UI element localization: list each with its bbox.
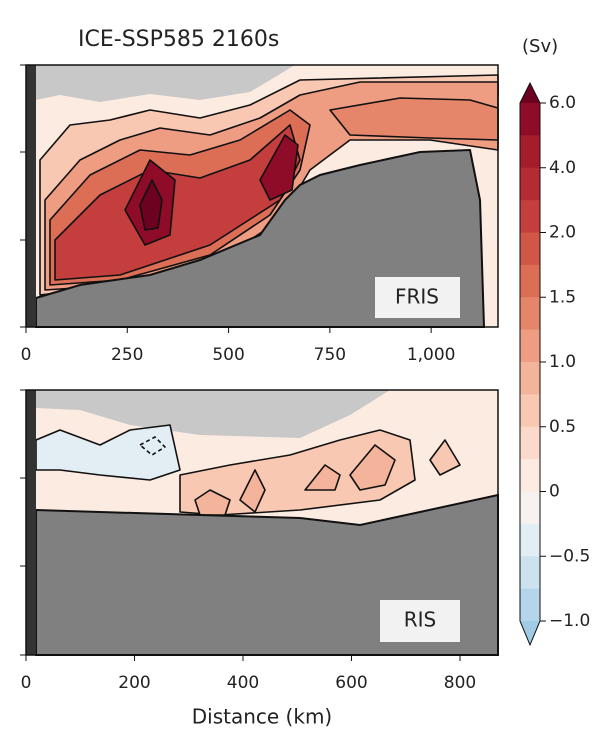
colorbar-band xyxy=(520,135,540,169)
colorbar-tick-label: 4.0 xyxy=(549,158,576,178)
contour xyxy=(139,179,163,231)
colorbar-band xyxy=(520,264,540,298)
x-tick-label: 250 xyxy=(111,345,143,365)
panel-label: RIS xyxy=(404,608,437,632)
colorbar-band xyxy=(520,426,540,460)
colorbar-band xyxy=(520,556,540,590)
colorbar-band xyxy=(520,167,540,201)
x-tick-label: 1,000 xyxy=(407,345,456,365)
colorbar-band xyxy=(520,329,540,363)
contour xyxy=(139,436,166,456)
left-wall xyxy=(26,65,36,327)
x-axis-label: Distance (km) xyxy=(192,705,332,729)
colorbar-extend xyxy=(520,621,540,645)
colorbar-band xyxy=(520,297,540,331)
colorbar-tick-label: 1.5 xyxy=(549,287,576,307)
colorbar-extend xyxy=(520,83,540,103)
label-box xyxy=(375,277,460,318)
colorbar-tick-label: 6.0 xyxy=(549,93,576,113)
frame xyxy=(25,64,499,328)
contour xyxy=(239,469,266,513)
bedrock xyxy=(35,148,486,328)
colorbar-band xyxy=(520,459,540,492)
x-tick-label: 500 xyxy=(212,345,244,365)
colorbar-tick-label: −0.5 xyxy=(549,546,590,566)
colorbar-band xyxy=(520,394,540,428)
x-tick-label: 0 xyxy=(21,673,32,693)
panel-ris: RIS xyxy=(20,389,499,656)
colorbar-label: (Sv) xyxy=(522,36,558,57)
frame xyxy=(25,389,499,656)
contour xyxy=(194,489,231,516)
title: ICE-SSP585 2160s xyxy=(78,27,279,52)
colorbar-band xyxy=(520,491,540,525)
colorbar-band xyxy=(520,588,540,622)
panel-fris: FRIS xyxy=(20,64,499,328)
contour xyxy=(429,439,461,476)
x-tick-label: 400 xyxy=(227,673,259,693)
colorbar-band xyxy=(520,362,540,395)
label-box xyxy=(380,600,460,642)
contour xyxy=(35,424,181,481)
x-tick-label: 750 xyxy=(314,345,346,365)
colorbar-band xyxy=(520,103,540,136)
contour xyxy=(304,464,341,491)
colorbar-band xyxy=(520,200,540,233)
colorbar-tick-label: 0.5 xyxy=(549,417,576,437)
x-tick-label: 200 xyxy=(118,673,150,693)
x-tick-label: 600 xyxy=(335,673,367,693)
colorbar-tick-label: −1.0 xyxy=(549,611,590,631)
contour xyxy=(349,444,396,491)
x-tick-label: 800 xyxy=(444,673,476,693)
panel-label: FRIS xyxy=(395,285,439,309)
colorbar-band xyxy=(520,232,540,266)
colorbar-band xyxy=(520,523,540,557)
left-wall xyxy=(26,390,36,655)
colorbar-tick-label: 1.0 xyxy=(549,352,576,372)
colorbar-tick-label: 0 xyxy=(549,482,560,502)
colorbar-tick-label: 2.0 xyxy=(549,223,576,243)
x-tick-label: 0 xyxy=(21,345,32,365)
contour xyxy=(259,134,299,201)
